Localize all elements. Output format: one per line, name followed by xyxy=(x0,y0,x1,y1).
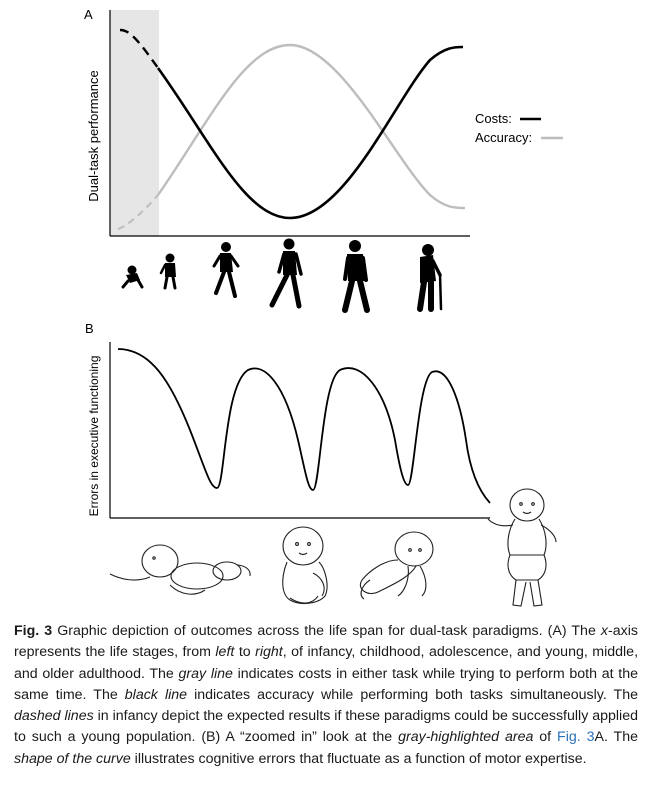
caption-figure-label: Fig. 3 xyxy=(14,623,53,639)
caption-text: illustrates cognitive errors that fluctu… xyxy=(130,750,587,767)
costs-curve xyxy=(156,45,464,220)
caption-text: of xyxy=(533,729,558,746)
older-adult-with-cane-icon xyxy=(417,244,443,312)
caption-text: indicates costs in either task while try… xyxy=(14,665,638,703)
caption-text: A. The xyxy=(594,729,639,746)
caption-emphasis: dashed lines xyxy=(14,708,94,725)
caption-emphasis: x xyxy=(600,623,609,639)
caption-emphasis: black line xyxy=(124,686,188,703)
life-stage-icons xyxy=(121,238,443,313)
panel-a-label: A xyxy=(84,7,93,22)
caption-emphasis: gray line xyxy=(178,665,233,682)
caption-text: to xyxy=(234,644,256,661)
infancy-highlight-area xyxy=(110,10,159,236)
figure-3: A Dual-task performance Costs: Accuracy: xyxy=(84,7,563,607)
caption-emphasis: left xyxy=(215,644,235,661)
panel-b-label: B xyxy=(85,321,94,336)
child-walking-icon xyxy=(212,242,240,298)
toddler-icon xyxy=(159,253,177,290)
caption-emphasis: right xyxy=(255,644,283,661)
caption-emphasis: shape of the curve xyxy=(14,750,131,767)
caption-text: indicates accuracy while performing both… xyxy=(187,686,638,703)
infant-illustrations xyxy=(109,488,557,607)
legend-costs-label: Costs: xyxy=(475,111,512,126)
executive-errors-curve xyxy=(117,348,491,504)
panel-b: B Errors in executive functioning xyxy=(85,321,557,607)
infant-lying-icon xyxy=(109,544,251,595)
accuracy-curve-dashed xyxy=(117,194,159,231)
infant-sitting-icon xyxy=(282,526,328,605)
young-adult-walking-icon xyxy=(269,238,303,309)
caption-text: in infancy depict the expected results i… xyxy=(14,708,638,746)
accuracy-curve xyxy=(157,43,466,210)
middle-adult-walking-icon xyxy=(342,240,370,313)
legend: Costs: Accuracy: xyxy=(475,111,563,145)
caption-text: Graphic depiction of outcomes across the… xyxy=(52,623,601,639)
costs-curve-dashed xyxy=(119,28,159,69)
figure-caption: Fig. 3 Graphic depiction of outcomes acr… xyxy=(14,621,638,770)
baby-crawling-icon xyxy=(121,265,144,289)
infant-crawling-icon xyxy=(360,531,434,600)
legend-accuracy-label: Accuracy: xyxy=(475,130,532,145)
caption-text: -axis represents the life stages, from xyxy=(14,623,638,661)
figure-reference-link[interactable]: Fig. 3 xyxy=(557,729,595,746)
caption-text: , of infancy, childhood, adolescence, an… xyxy=(14,644,639,682)
panel-b-y-axis-label: Errors in executive functioning xyxy=(87,356,101,517)
infant-standing-icon xyxy=(487,488,557,607)
caption-emphasis: gray-highlighted area xyxy=(398,729,534,746)
panel-a: A Dual-task performance Costs: Accuracy: xyxy=(84,7,563,313)
panel-a-y-axis-label: Dual-task performance xyxy=(86,70,101,202)
